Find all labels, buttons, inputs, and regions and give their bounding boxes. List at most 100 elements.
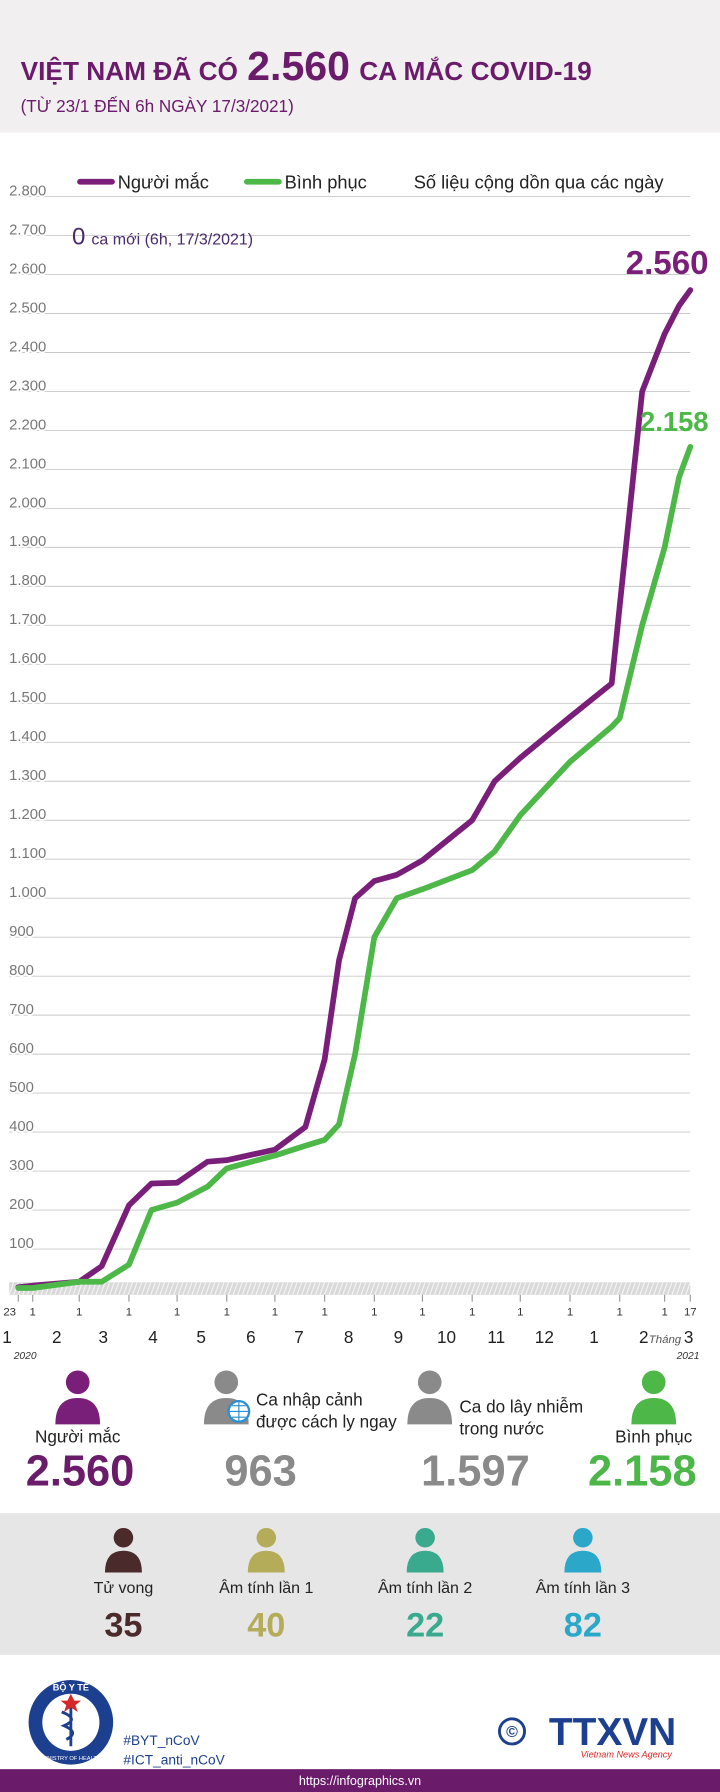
y-tick-label: 400 [9,1119,34,1135]
month-label: 8 [344,1327,354,1347]
month-label: 7 [294,1327,304,1347]
hatch [465,1282,472,1296]
hatch [392,1282,399,1296]
hatch [164,1282,170,1296]
hatch [497,1282,504,1296]
person-icon-head [417,1370,442,1395]
hashtag: #ICT_anti_nCoV [123,1753,225,1768]
hatch [177,1282,184,1296]
hatch [644,1282,650,1296]
hatch [333,1282,339,1296]
y-tick-label: 2.300 [9,378,46,394]
person-icon-body [407,1398,453,1425]
hatch [296,1282,303,1296]
annotation-text: ca mới (6h, 17/3/2021) [91,232,253,249]
y-tick-label: 900 [9,924,34,940]
hatch [433,1282,440,1296]
hatch [255,1282,262,1296]
hatch [438,1282,444,1296]
hatch [415,1282,422,1296]
hatch [474,1282,481,1296]
x-tick-label: 1 [272,1306,278,1318]
hatch [328,1282,335,1296]
hatch [278,1282,284,1296]
month-label: 2 [639,1327,649,1347]
hatch [561,1282,568,1296]
x-tick-label: 23 [3,1306,16,1318]
person-icon-body [247,1550,285,1573]
stat-label: trong nước [459,1418,544,1438]
hatch [452,1282,458,1296]
hatch [580,1282,586,1296]
x-tick-label: 17 [684,1306,697,1318]
hatch [429,1282,435,1296]
stat-value: 963 [224,1448,296,1496]
hatch [410,1282,417,1296]
hatch [461,1282,467,1296]
agency-sub: Vietnam News Agency [581,1750,674,1760]
month-label: 11 [487,1327,505,1347]
hatch [383,1282,390,1296]
month-label: 12 [535,1327,554,1347]
month-label: 6 [246,1327,256,1347]
hatch [566,1282,572,1296]
y-tick-label: 1.800 [9,573,46,589]
hatch [342,1282,348,1296]
hatch [205,1282,211,1296]
x-tick-label: 1 [76,1306,82,1318]
hatch [424,1282,431,1296]
hatch [534,1282,540,1296]
hatch [209,1282,216,1296]
person-icon-head [256,1527,277,1548]
hatch [104,1282,111,1296]
title-number: 2.560 [247,43,350,89]
hatch [141,1282,147,1296]
person-icon-body [564,1550,602,1573]
x-tick-label: 1 [126,1306,132,1318]
hatch [374,1282,380,1296]
hatch [264,1282,271,1296]
y-tick-label: 1.400 [9,729,46,745]
person-icon-head [415,1527,435,1548]
hatch [191,1282,198,1296]
hatch [685,1282,691,1296]
y-tick-label: 700 [9,1002,34,1018]
stat-label: Bình phục [615,1426,693,1446]
chart-note: Số liệu cộng dồn qua các ngày [414,172,665,193]
legend-label: Bình phục [285,172,367,193]
month-label: 3 [99,1327,109,1347]
x-tick-label: 1 [617,1306,623,1318]
hatch [666,1282,673,1296]
logo-star [60,1693,82,1712]
y-tick-label: 2.400 [9,339,46,355]
agency-name: TTXVN [549,1711,676,1754]
hatch [301,1282,307,1296]
hatch [232,1282,239,1296]
y-tick-label: 2.200 [9,417,46,433]
hatch [621,1282,627,1296]
hatch [442,1282,449,1296]
test-value: 40 [247,1607,285,1645]
y-tick-label: 1.500 [9,690,46,706]
hatch [502,1282,508,1296]
hatch [246,1282,252,1296]
hatch [100,1282,106,1296]
x-tick-label: 1 [517,1306,523,1318]
y-tick-label: 200 [9,1197,34,1213]
person-icon-head [113,1527,134,1548]
hatch [639,1282,646,1296]
hatch [145,1282,152,1296]
hatch [292,1282,298,1296]
hatch [676,1282,682,1296]
title-part: CA MẮC COVID-19 [359,56,592,86]
stat-label: được cách ly ngay [256,1411,397,1431]
hatch [543,1282,550,1296]
hatch [109,1282,115,1296]
hatch [388,1282,394,1296]
hatch [132,1282,138,1296]
month-label: 5 [196,1327,206,1347]
hatch [634,1282,641,1296]
year-label: 2020 [13,1351,37,1362]
hatch [369,1282,376,1296]
